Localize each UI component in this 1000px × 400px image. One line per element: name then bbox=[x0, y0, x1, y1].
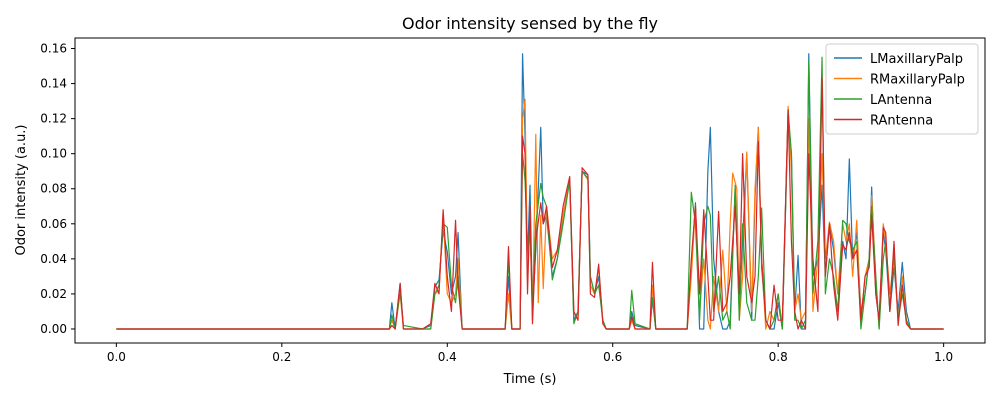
x-tick-label: 0.2 bbox=[272, 350, 291, 364]
legend-label-lantenna: LAntenna bbox=[870, 93, 932, 108]
x-tick-label: 0.6 bbox=[603, 350, 622, 364]
y-tick-label: 0.10 bbox=[40, 147, 67, 161]
y-axis-label: Odor intensity (a.u.) bbox=[14, 124, 29, 255]
y-tick-label: 0.16 bbox=[40, 42, 67, 56]
y-tick-label: 0.06 bbox=[40, 217, 67, 231]
y-tick-label: 0.02 bbox=[40, 287, 67, 301]
x-tick-label: 0.4 bbox=[438, 350, 457, 364]
legend: LMaxillaryPalp RMaxillaryPalp LAntenna RAnt… bbox=[825, 43, 979, 135]
y-axis: 0.00 0.02 0.04 0.06 0.08 0.10 0.12 0.14 0.16 bbox=[40, 42, 75, 336]
legend-label-lmaxillarypalp: LMaxillaryPalp bbox=[870, 52, 963, 67]
y-tick-label: 0.04 bbox=[40, 252, 67, 266]
chart-title: Odor intensity sensed by the fly bbox=[402, 14, 658, 33]
y-tick-label: 0.14 bbox=[40, 77, 67, 91]
y-tick-label: 0.00 bbox=[40, 322, 67, 336]
legend-label-rantenna: RAntenna bbox=[870, 114, 933, 129]
x-axis: 0.0 0.2 0.4 0.6 0.8 1.0 bbox=[107, 343, 953, 364]
y-tick-label: 0.08 bbox=[40, 182, 67, 196]
legend-box bbox=[825, 43, 979, 135]
x-axis-label: Time (s) bbox=[503, 372, 557, 387]
y-tick-label: 0.12 bbox=[40, 112, 67, 126]
x-tick-label: 0.8 bbox=[769, 350, 788, 364]
x-tick-label: 0.0 bbox=[107, 350, 126, 364]
plot-area bbox=[74, 37, 986, 344]
x-tick-label: 1.0 bbox=[934, 350, 953, 364]
series-line-rantenna bbox=[116, 77, 944, 330]
plot-frame bbox=[74, 37, 986, 344]
legend-label-rmaxillarypalp: RMaxillaryPalp bbox=[870, 73, 965, 88]
